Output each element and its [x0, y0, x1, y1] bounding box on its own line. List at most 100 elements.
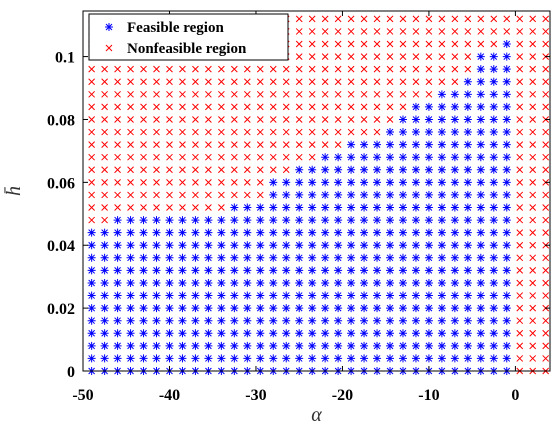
nonfeasible-point	[282, 128, 290, 136]
feasible-point	[217, 316, 226, 325]
feasible-point	[463, 190, 472, 199]
feasible-point	[126, 354, 135, 363]
feasible-point	[282, 228, 291, 237]
feasible-point	[308, 178, 317, 187]
nonfeasible-point	[529, 329, 537, 337]
feasible-point	[165, 228, 174, 237]
nonfeasible-point	[114, 103, 121, 111]
feasible-point	[334, 354, 343, 363]
feasible-point	[282, 341, 291, 350]
feasible-point	[502, 90, 511, 99]
nonfeasible-point	[516, 229, 524, 237]
feasible-point	[87, 278, 96, 287]
nonfeasible-point	[179, 103, 186, 111]
feasible-point	[269, 203, 278, 212]
feasible-point	[360, 316, 369, 325]
legend-label-feasible: Feasible region	[127, 20, 224, 36]
feasible-point	[463, 241, 472, 250]
nonfeasible-point	[321, 78, 329, 86]
feasible-point	[269, 241, 278, 250]
feasible-point	[256, 266, 265, 275]
nonfeasible-point	[192, 166, 199, 174]
nonfeasible-point	[360, 128, 368, 136]
feasible-point	[463, 316, 472, 325]
nonfeasible-point	[243, 78, 251, 86]
feasible-point	[489, 128, 498, 137]
feasible-point	[398, 291, 407, 300]
feasible-point	[178, 291, 187, 300]
nonfeasible-point	[230, 179, 238, 186]
feasible-point	[463, 354, 472, 363]
nonfeasible-point	[230, 128, 238, 136]
nonfeasible-point	[321, 53, 329, 60]
nonfeasible-point	[153, 204, 160, 211]
feasible-point	[424, 165, 433, 174]
feasible-point	[347, 341, 356, 350]
feasible-point	[450, 266, 459, 275]
feasible-point	[463, 341, 472, 350]
nonfeasible-point	[464, 15, 472, 23]
feasible-point	[139, 253, 148, 262]
nonfeasible-point	[516, 204, 524, 211]
nonfeasible-point	[516, 254, 524, 262]
feasible-point	[489, 291, 498, 300]
feasible-point	[100, 304, 109, 313]
nonfeasible-point	[529, 267, 537, 274]
nonfeasible-point	[192, 179, 199, 186]
feasible-point	[178, 278, 187, 287]
feasible-point	[87, 329, 96, 338]
nonfeasible-point	[360, 28, 368, 35]
feasible-point	[476, 354, 485, 363]
nonfeasible-point	[529, 166, 537, 174]
nonfeasible-point	[153, 65, 160, 73]
nonfeasible-point	[295, 53, 303, 60]
feasible-point	[476, 52, 485, 61]
nonfeasible-point	[114, 78, 121, 86]
feasible-point	[139, 228, 148, 237]
nonfeasible-point	[179, 141, 186, 148]
nonfeasible-point	[166, 141, 173, 148]
feasible-point	[411, 216, 420, 225]
nonfeasible-point	[438, 53, 446, 60]
nonfeasible-point	[347, 15, 355, 23]
feasible-point	[295, 241, 304, 250]
feasible-point	[126, 316, 135, 325]
feasible-point	[243, 341, 252, 350]
nonfeasible-point	[256, 116, 264, 123]
feasible-point	[230, 291, 239, 300]
feasible-point	[450, 203, 459, 212]
feasible-point	[386, 354, 395, 363]
nonfeasible-point	[529, 78, 537, 86]
feasible-point	[360, 241, 369, 250]
nonfeasible-point	[308, 141, 316, 148]
nonfeasible-point	[360, 65, 368, 73]
nonfeasible-point	[269, 153, 277, 161]
feasible-point	[386, 266, 395, 275]
feasible-point	[463, 128, 472, 137]
feasible-point	[424, 140, 433, 149]
nonfeasible-point	[166, 65, 173, 73]
nonfeasible-point	[542, 153, 550, 161]
feasible-point	[437, 253, 446, 262]
nonfeasible-point	[153, 128, 160, 136]
nonfeasible-point	[451, 28, 459, 35]
feasible-point	[334, 329, 343, 338]
nonfeasible-point	[386, 28, 394, 35]
feasible-point	[256, 354, 265, 363]
feasible-point	[204, 266, 213, 275]
feasible-point	[334, 266, 343, 275]
feasible-point	[411, 153, 420, 162]
nonfeasible-point	[529, 103, 537, 111]
nonfeasible-point	[179, 191, 186, 199]
nonfeasible-point	[88, 116, 96, 123]
feasible-point	[113, 304, 122, 313]
feasible-point	[217, 241, 226, 250]
feasible-point	[282, 304, 291, 313]
feasible-point	[217, 266, 226, 275]
feasible-point	[321, 228, 330, 237]
feasible-point	[191, 253, 200, 262]
feasible-point	[282, 216, 291, 225]
feasible-point	[347, 178, 356, 187]
feasible-point	[450, 354, 459, 363]
feasible-point	[191, 216, 200, 225]
